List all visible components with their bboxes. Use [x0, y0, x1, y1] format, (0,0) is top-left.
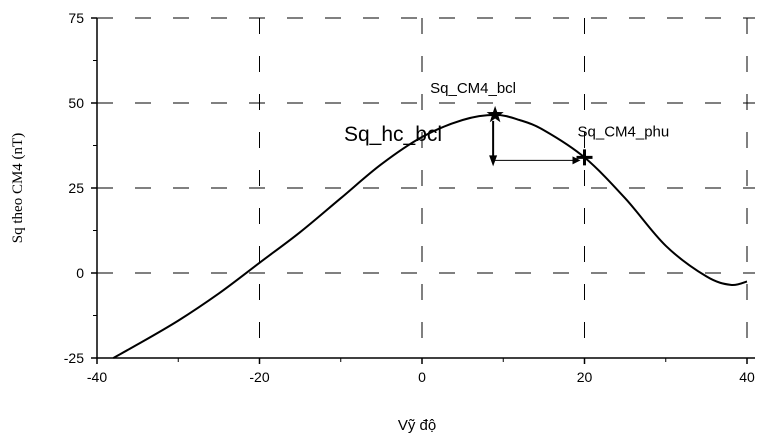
- y-tick-label: 25: [68, 180, 84, 196]
- annotation-sq-cm4-phu: Sq_CM4_phu: [578, 123, 670, 140]
- annotation-sq-hc-bcl: Sq_hc_bcl: [344, 123, 442, 146]
- y-tick-label: -25: [64, 350, 84, 366]
- series-line: [112, 113, 748, 359]
- grid: [97, 17, 755, 358]
- x-axis-title: Vỹ độ: [398, 417, 436, 434]
- x-tick-label: 0: [418, 369, 426, 385]
- x-tick-label: -40: [87, 369, 107, 385]
- y-tick-label: 0: [76, 265, 84, 281]
- star-marker: [486, 105, 504, 123]
- ticks: [91, 17, 748, 364]
- y-tick-label: 75: [68, 10, 84, 26]
- plus-marker: [576, 149, 593, 166]
- tick-labels: -40 -20 0 20 40 -25 0 25 50 75: [64, 10, 755, 385]
- y-axis-title: Sq theo CM4 (nT): [10, 133, 26, 243]
- y-tick-label: 50: [68, 95, 84, 111]
- annotation-sq-cm4-bcl: Sq_CM4_bcl: [430, 80, 516, 97]
- axes: [96, 18, 755, 359]
- x-tick-label: 20: [577, 369, 593, 385]
- x-tick-label: 40: [739, 369, 755, 385]
- horizontal-arrow-head: [572, 156, 581, 165]
- annotations: Sq_CM4_bcl Sq_CM4_phu Sq_hc_bcl: [344, 80, 670, 167]
- x-tick-label: -20: [249, 369, 269, 385]
